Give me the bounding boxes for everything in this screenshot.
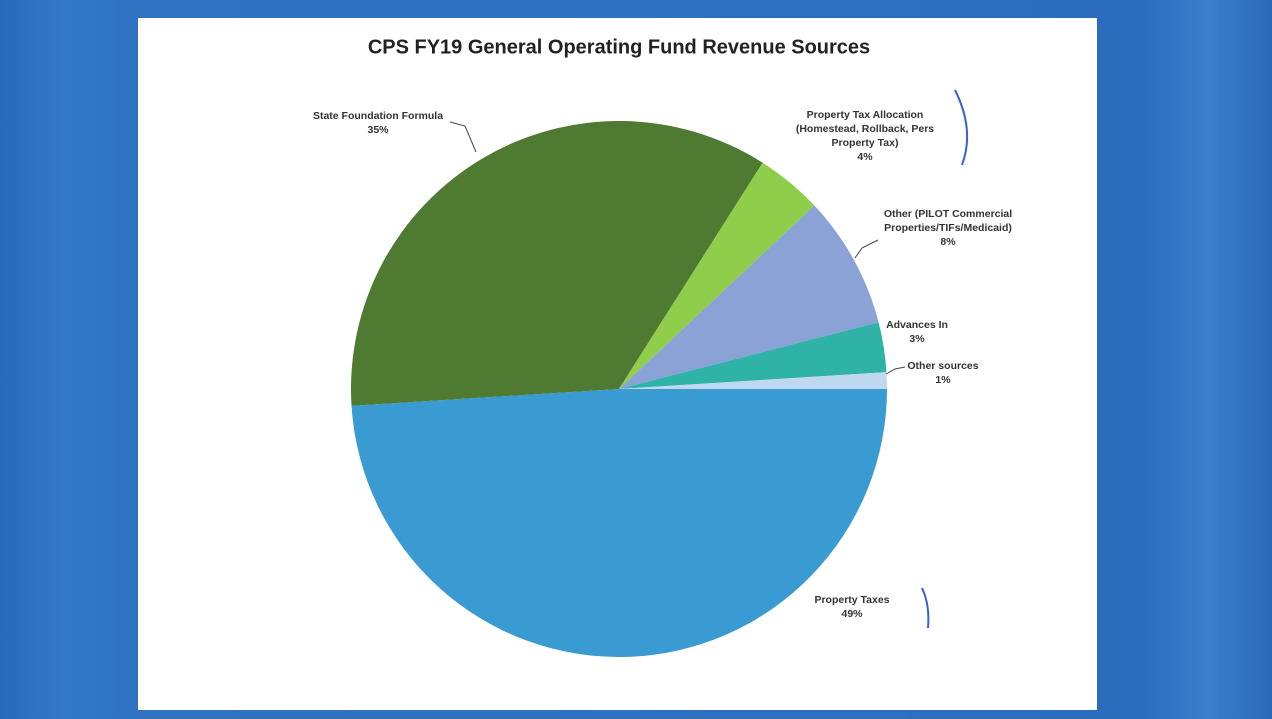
slice-label: Other sources 1% xyxy=(883,359,1003,387)
value-label: 1% xyxy=(935,374,951,386)
pie-slice xyxy=(351,389,888,657)
leader-line xyxy=(854,239,879,259)
slice-label: Property Taxes 49% xyxy=(792,593,912,621)
value-label: 8% xyxy=(940,236,956,248)
pen-mark xyxy=(921,587,930,629)
pen-marks xyxy=(921,89,969,629)
slice-label: Other (PILOT Commercial Properties/TIFs/… xyxy=(868,207,1028,249)
value-label: 3% xyxy=(909,333,925,345)
value-label: 4% xyxy=(857,151,873,163)
pie-slice xyxy=(619,322,887,389)
leader-line xyxy=(449,121,477,153)
category-label: Property Tax Allocation (Homestead, Roll… xyxy=(795,109,935,149)
slice-label: State Foundation Formula 35% xyxy=(268,109,488,137)
slice-label: Advances In 3% xyxy=(857,318,977,346)
value-label: 49% xyxy=(841,608,863,620)
category-label: Property Taxes xyxy=(814,594,890,606)
pie-slice xyxy=(619,205,879,389)
category-label: Advances In xyxy=(886,319,948,331)
pie-slice xyxy=(619,372,887,389)
slice-label: Property Tax Allocation (Homestead, Roll… xyxy=(780,108,950,164)
leader-lines xyxy=(449,121,906,375)
category-label: Other sources xyxy=(907,360,979,372)
leader-line xyxy=(885,366,906,375)
category-label: Other (PILOT Commercial Properties/TIFs/… xyxy=(883,208,1013,234)
category-label: State Foundation Formula xyxy=(312,110,444,122)
pie-slice xyxy=(619,162,815,389)
pie xyxy=(350,121,888,657)
pen-mark xyxy=(954,89,969,166)
value-label: 35% xyxy=(367,124,389,136)
chart-title: CPS FY19 General Operating Fund Revenue … xyxy=(368,36,870,58)
pie-slice xyxy=(350,121,763,406)
